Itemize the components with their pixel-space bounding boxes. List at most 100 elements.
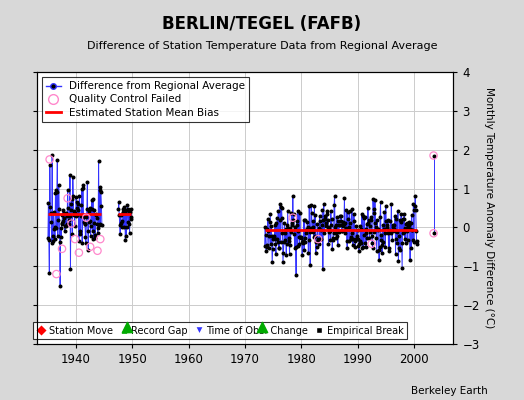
- Point: [56, 282, 64, 289]
- Point: [397, 211, 406, 217]
- Point: [310, 203, 319, 209]
- Point: [353, 233, 361, 239]
- Point: [301, 239, 310, 246]
- Point: [63, 195, 72, 202]
- Point: [271, 241, 280, 248]
- Point: [364, 220, 373, 226]
- Point: [369, 195, 377, 202]
- Point: [336, 212, 344, 219]
- Point: [324, 240, 333, 247]
- Point: [379, 238, 388, 245]
- Point: [53, 233, 62, 239]
- Point: [387, 201, 396, 208]
- Point: [90, 207, 99, 214]
- Point: [48, 152, 57, 159]
- Point: [290, 245, 299, 251]
- Point: [409, 236, 417, 243]
- Point: [304, 250, 312, 256]
- Point: [297, 234, 305, 240]
- Point: [46, 203, 54, 210]
- Point: [346, 220, 354, 227]
- Point: [375, 243, 384, 250]
- Point: [388, 227, 396, 234]
- Point: [329, 237, 337, 244]
- Point: [287, 210, 296, 216]
- Point: [398, 216, 407, 222]
- Point: [318, 222, 326, 228]
- Point: [118, 210, 127, 216]
- Point: [75, 193, 83, 199]
- Point: [403, 236, 412, 243]
- Point: [293, 243, 302, 249]
- Point: [347, 236, 356, 243]
- Point: [301, 235, 309, 241]
- Point: [62, 222, 70, 229]
- Point: [328, 246, 336, 252]
- Point: [308, 226, 316, 232]
- Point: [71, 210, 79, 216]
- Point: [377, 236, 385, 243]
- Point: [367, 240, 376, 247]
- Point: [284, 225, 292, 231]
- Point: [263, 244, 271, 250]
- Point: [296, 234, 304, 240]
- Point: [405, 222, 413, 228]
- Point: [300, 217, 309, 223]
- Point: [96, 221, 104, 227]
- Point: [272, 236, 281, 242]
- Point: [268, 259, 276, 265]
- Point: [267, 241, 275, 247]
- Point: [89, 228, 97, 234]
- Point: [286, 251, 294, 257]
- Point: [382, 218, 390, 224]
- Point: [406, 257, 414, 263]
- Point: [370, 206, 378, 212]
- Point: [292, 218, 301, 224]
- Point: [365, 235, 374, 242]
- Point: [265, 245, 273, 251]
- Point: [81, 221, 89, 228]
- Point: [343, 238, 351, 244]
- Point: [277, 204, 286, 211]
- Point: [336, 218, 345, 224]
- Point: [97, 189, 105, 196]
- Point: [303, 224, 312, 230]
- Point: [64, 216, 73, 223]
- Point: [279, 259, 287, 266]
- Point: [342, 224, 350, 231]
- Point: [331, 221, 340, 228]
- Point: [307, 202, 315, 208]
- Point: [72, 194, 80, 200]
- Point: [278, 230, 287, 236]
- Point: [81, 234, 90, 240]
- Point: [309, 218, 317, 224]
- Point: [67, 201, 75, 208]
- Point: [323, 224, 332, 230]
- Point: [362, 230, 370, 236]
- Point: [58, 220, 66, 226]
- Point: [384, 248, 392, 254]
- Point: [82, 214, 91, 220]
- Point: [117, 218, 126, 224]
- Point: [276, 217, 284, 223]
- Point: [310, 234, 318, 240]
- Point: [51, 236, 59, 242]
- Point: [68, 231, 77, 237]
- Point: [407, 244, 415, 251]
- Point: [65, 221, 73, 227]
- Point: [326, 228, 334, 234]
- Point: [298, 239, 306, 245]
- Point: [374, 226, 382, 232]
- Point: [59, 207, 67, 213]
- Point: [362, 244, 370, 250]
- Point: [366, 229, 374, 235]
- Point: [313, 221, 321, 227]
- Point: [49, 209, 58, 216]
- Point: [361, 240, 369, 246]
- Point: [278, 215, 286, 222]
- Point: [325, 225, 334, 232]
- Point: [330, 202, 339, 208]
- Point: [372, 235, 380, 241]
- Point: [399, 230, 407, 236]
- Point: [429, 230, 438, 236]
